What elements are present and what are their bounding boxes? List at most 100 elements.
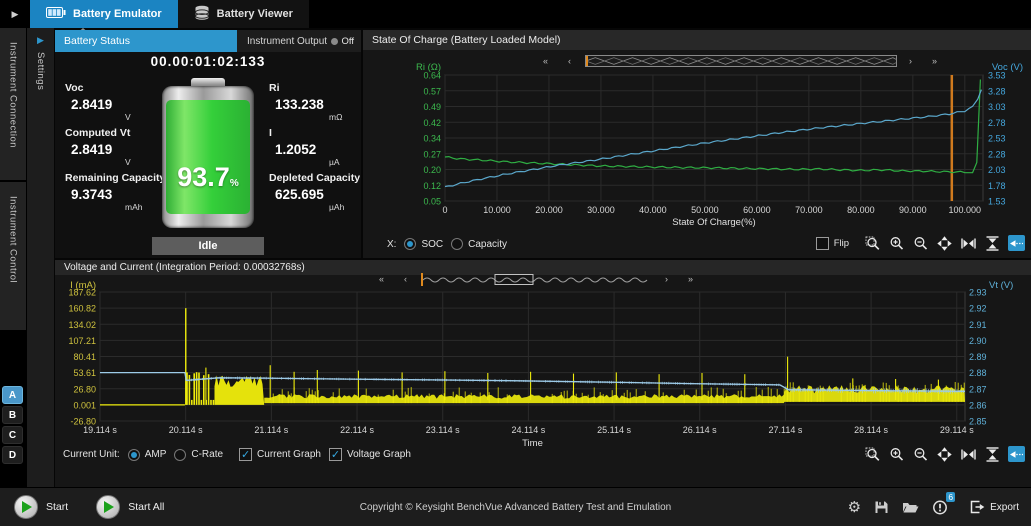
svg-text:0.12: 0.12 [423,181,441,191]
vc-controls-row: Current Unit: AMP C-Rate ✓Current Graph ✓V… [63,448,419,461]
radio-c-rate[interactable]: C-Rate [174,449,223,461]
play-icon [14,495,38,519]
zoom-out-icon[interactable] [912,235,929,251]
metrics-right-column: Ri 133.238 mΩ I 1.2052 µA Depleted Capac… [269,82,361,212]
radio-label: AMP [145,449,167,460]
metric-value: 9.3743 [71,187,175,202]
channel-button-c[interactable]: C [2,426,23,444]
svg-text:0.001: 0.001 [73,400,96,410]
zoom-out-icon[interactable] [912,446,929,462]
track-cursor-icon[interactable] [1008,235,1025,251]
play-icon [96,495,120,519]
footer-bar: Start Start All Copyright © Keysight Ben… [0,487,1031,526]
benchvue-app: ▶ Battery Emulator Battery Viewer Instru… [0,0,1031,526]
channel-button-d[interactable]: D [2,446,23,464]
svg-text:2.91: 2.91 [969,320,987,330]
fit-vertical-icon[interactable] [984,235,1001,251]
sidebar-item-settings[interactable]: Settings [27,52,54,90]
radio-icon[interactable] [451,238,463,250]
channel-button-a[interactable]: A [2,386,23,404]
zoom-region-icon[interactable] [864,235,881,251]
vc-chart[interactable]: I (mA)Vt (V)187.622.93160.822.92134.022.… [55,280,1031,450]
checkbox-icon[interactable]: ✓ [239,448,252,461]
svg-text:25.114 s: 25.114 s [597,425,631,435]
checkbox-current-graph[interactable]: ✓Current Graph [239,448,321,461]
svg-text:107.21: 107.21 [68,336,96,346]
fit-all-icon[interactable] [936,446,953,462]
metric-unit: mΩ [329,112,361,122]
battery-stack-icon [194,5,210,24]
voltage-current-panel: Voltage and Current (Integration Period:… [55,260,1031,487]
fit-all-icon[interactable] [936,235,953,251]
svg-text:20.114 s: 20.114 s [169,425,203,435]
soc-percent: 93.7 [177,162,230,192]
state-badge: Idle [152,237,264,255]
flip-checkbox-box[interactable] [816,237,829,250]
zoom-region-icon[interactable] [864,446,881,462]
tab-battery-status[interactable]: Battery Status [55,30,237,52]
fit-horizontal-icon[interactable] [960,446,977,462]
radio-icon[interactable] [404,238,416,250]
svg-text:2.86: 2.86 [969,400,987,410]
tab-instrument-output[interactable]: Instrument Output Off [237,30,361,52]
metric-unit: µAh [329,202,361,212]
metric-ri: Ri 133.238 mΩ [269,82,361,122]
svg-text:2.90: 2.90 [969,336,987,346]
sidebar-item-instrument-control[interactable]: Instrument Control [0,182,26,332]
gear-icon[interactable]: ⚙ [848,500,861,515]
checkbox-voltage-graph[interactable]: ✓Voltage Graph [329,448,411,461]
open-folder-icon[interactable] [902,500,919,514]
sidebar-item-instrument-connection[interactable]: Instrument Connection [0,28,26,182]
current-unit-label: Current Unit: [63,449,120,460]
soc-chart[interactable]: Ri (Ω)Voc (V)0.643.530.573.280.493.030.4… [363,60,1031,228]
svg-text:0.05: 0.05 [423,197,441,207]
expand-arrow-icon[interactable]: ▶ [27,35,54,46]
svg-text:2.53: 2.53 [988,134,1006,144]
start-button[interactable]: Start [14,495,68,519]
svg-text:21.114 s: 21.114 s [254,425,288,435]
zoom-in-icon[interactable] [888,446,905,462]
metric-depleted-capacity: Depleted Capacity 625.695 µAh [269,172,361,212]
svg-text:80.000: 80.000 [847,205,875,215]
svg-text:1.53: 1.53 [988,197,1006,207]
radio-icon[interactable] [128,449,140,461]
track-cursor-icon[interactable] [1008,446,1025,462]
svg-text:0.34: 0.34 [423,134,441,144]
x-axis-title: Time [522,438,543,449]
tab-battery-emulator[interactable]: Battery Emulator [30,0,178,28]
metric-value: 2.8419 [71,142,175,157]
svg-text:0.27: 0.27 [423,149,441,159]
radio-soc[interactable]: SOC [404,238,443,250]
metric-computed-vt: Computed Vt 2.8419 V [65,127,175,167]
radio-label: SOC [421,239,443,250]
tab-battery-viewer[interactable]: Battery Viewer [178,0,309,28]
output-state-indicator: Off [331,36,355,47]
flip-checkbox[interactable]: Flip [816,237,849,250]
svg-text:19.114 s: 19.114 s [83,425,117,435]
metric-label: Voc [65,82,175,94]
channel-selector: ABCD [2,386,23,464]
output-state-dot-icon [331,38,338,45]
soc-percent-unit: % [230,178,239,189]
metric-value: 133.238 [275,97,361,112]
collapse-arrow-icon[interactable]: ▶ [0,0,30,28]
radio-capacity[interactable]: Capacity [451,238,507,250]
zoom-in-icon[interactable] [888,235,905,251]
start-all-button[interactable]: Start All [96,495,164,519]
checkbox-icon[interactable]: ✓ [329,448,342,461]
svg-text:29.114 s: 29.114 s [940,425,974,435]
error-icon[interactable]: 6 [932,499,948,515]
metric-label: Computed Vt [65,127,175,139]
svg-text:53.61: 53.61 [73,368,96,378]
svg-text:60.000: 60.000 [743,205,771,215]
channel-button-b[interactable]: B [2,406,23,424]
fit-vertical-icon[interactable] [984,446,1001,462]
battery-icon [46,7,66,21]
fit-horizontal-icon[interactable] [960,235,977,251]
radio-amp[interactable]: AMP [128,449,167,461]
save-icon[interactable] [874,500,889,515]
export-button[interactable]: Export [969,499,1019,515]
radio-icon[interactable] [174,449,186,461]
metric-value: 2.8419 [71,97,175,112]
svg-text:187.62: 187.62 [68,288,96,298]
